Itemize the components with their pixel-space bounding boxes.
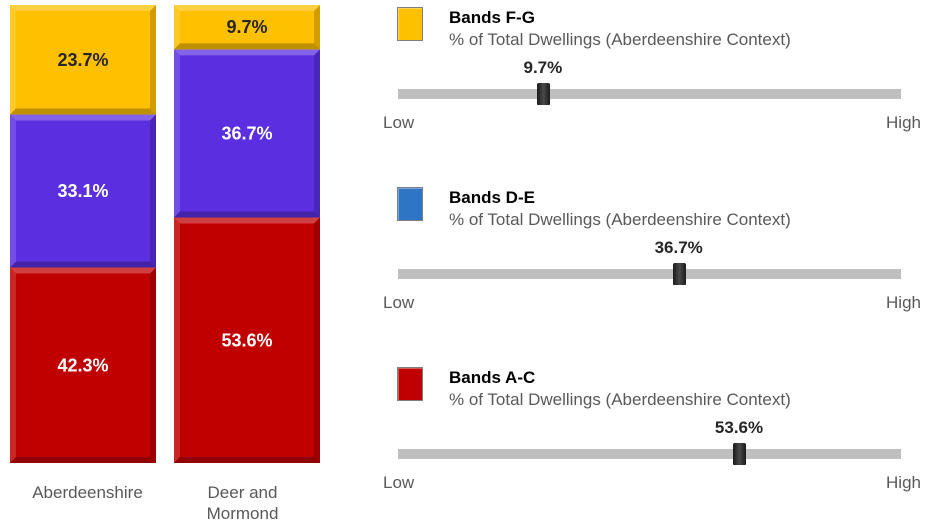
category-label-deer-line2: Mormond	[206, 504, 279, 523]
category-label-aberdeenshire-text: Aberdeenshire	[32, 483, 143, 502]
bar-bevel	[10, 457, 156, 463]
bar-bevel	[10, 114, 16, 268]
indicator-value-label: 9.7%	[523, 58, 563, 77]
data-label: 42.3%	[57, 355, 108, 375]
indicator-bands-f-g: Bands F-G % of Total Dwellings (Aberdeen…	[380, 0, 925, 140]
indicator-bands-d-e: Bands D-E % of Total Dwellings (Aberdeen…	[380, 180, 925, 320]
bar-bevel	[174, 211, 320, 218]
indicator-track	[398, 269, 901, 279]
bar-bevel	[174, 5, 180, 50]
indicator-bands-a-c: Bands A-C % of Total Dwellings (Aberdeen…	[380, 360, 925, 500]
category-label-deer-and-mormond: Deer and Mormond	[165, 482, 320, 524]
category-label-aberdeenshire: Aberdeenshire	[10, 482, 165, 503]
bar-bevel	[174, 43, 320, 50]
bar-bevel	[174, 49, 320, 56]
bar-segment-bands-d-e-1: 36.7%	[174, 49, 320, 218]
data-label: 9.7%	[226, 17, 267, 37]
indicator-title: Bands F-G	[449, 8, 535, 27]
data-label: 53.6%	[221, 330, 272, 350]
legend-swatch-bands-a-c	[397, 367, 423, 401]
indicator-high-label: High	[886, 293, 921, 312]
indicator-marker	[536, 83, 550, 105]
bar-bevel	[10, 261, 156, 268]
bar-bevel	[10, 267, 16, 463]
indicator-track	[398, 89, 901, 99]
bar-bevel	[150, 267, 156, 463]
indicator-track	[398, 449, 901, 459]
data-label: 23.7%	[57, 50, 108, 70]
indicator-title: Bands D-E	[449, 188, 535, 207]
bar-bevel	[10, 108, 156, 115]
bar-bevel	[10, 5, 156, 11]
bar-rect	[174, 49, 320, 218]
bar-bevel	[10, 114, 156, 121]
bar-bevel	[174, 217, 180, 463]
bar-segment-bands-f-g-0: 23.7%	[10, 5, 156, 115]
bar-segment-bands-a-c-0: 42.3%	[10, 267, 156, 463]
indicator-high-label: High	[886, 113, 921, 132]
bar-bevel	[314, 217, 320, 463]
bar-segment-bands-f-g-1: 9.7%	[174, 5, 320, 50]
bar-bevel	[150, 5, 156, 115]
legend-swatch-bands-d-e	[397, 187, 423, 221]
bar-bevel	[174, 217, 320, 224]
bar-rect	[10, 267, 156, 463]
category-label-deer-line1: Deer and	[207, 483, 278, 502]
bar-rect	[10, 114, 156, 268]
bar-bevel	[314, 5, 320, 50]
bar-bevel	[174, 49, 180, 218]
indicator-subtitle: % of Total Dwellings (Aberdeenshire Cont…	[449, 390, 791, 409]
indicator-value-label: 36.7%	[654, 238, 703, 257]
indicator-low-label: Low	[383, 473, 415, 492]
bar-bevel	[150, 114, 156, 268]
indicator-subtitle: % of Total Dwellings (Aberdeenshire Cont…	[449, 210, 791, 229]
bar-bevel	[174, 5, 320, 11]
indicator-low-label: Low	[383, 113, 415, 132]
indicator-low-label: Low	[383, 293, 415, 312]
data-label: 33.1%	[57, 181, 108, 201]
indicator-marker	[672, 263, 686, 285]
legend-swatch-bands-f-g	[397, 7, 423, 41]
bar-segment-bands-d-e-0: 33.1%	[10, 114, 156, 268]
bar-rect	[10, 5, 156, 115]
indicator-high-label: High	[886, 473, 921, 492]
data-label: 36.7%	[221, 123, 272, 143]
bar-rect	[174, 5, 320, 50]
bar-segment-bands-a-c-1: 53.6%	[174, 217, 320, 463]
bar-bevel	[10, 267, 156, 274]
stacked-bar-chart: 42.3% 33.1% 23.7% 53.6% 36.7% 9.7%	[10, 5, 320, 463]
bar-bevel	[174, 457, 320, 463]
bar-bevel	[314, 49, 320, 218]
indicator-subtitle: % of Total Dwellings (Aberdeenshire Cont…	[449, 30, 791, 49]
bar-bevel	[10, 5, 16, 115]
indicator-marker	[733, 443, 747, 465]
indicator-title: Bands A-C	[449, 368, 536, 387]
indicator-value-label: 53.6%	[714, 418, 764, 437]
bar-rect	[174, 217, 320, 463]
